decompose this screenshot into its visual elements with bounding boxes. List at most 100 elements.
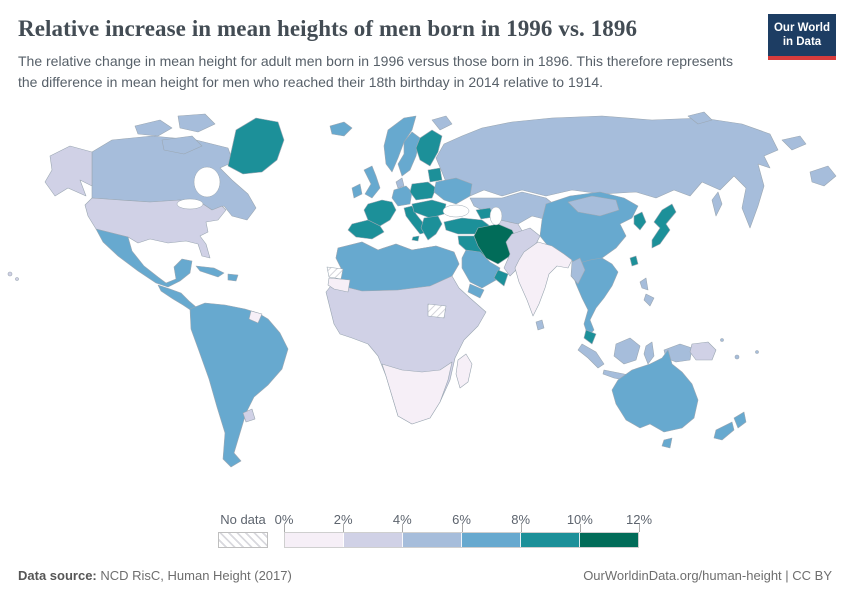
region-alaska[interactable] xyxy=(44,145,93,197)
header: Relative increase in mean heights of men… xyxy=(18,16,750,93)
region-sweden[interactable] xyxy=(397,131,421,177)
legend-tick-label: 10% xyxy=(566,512,593,527)
hudson-bay xyxy=(193,166,221,198)
legend-bin-2-4%[interactable] xyxy=(344,533,403,547)
region-arctic-russia[interactable] xyxy=(687,111,807,151)
region-norway[interactable] xyxy=(383,115,417,173)
data-source: Data source: NCD RisC, Human Height (201… xyxy=(18,568,292,583)
region-pacific-islands[interactable] xyxy=(720,338,759,360)
region-baltics[interactable] xyxy=(427,167,443,183)
world-map xyxy=(7,111,837,468)
owid-logo-line1: Our World xyxy=(773,22,830,34)
region-balkans[interactable] xyxy=(420,215,443,241)
region-ireland[interactable] xyxy=(351,183,363,199)
region-russia[interactable] xyxy=(435,115,779,229)
region-western-sahara[interactable] xyxy=(326,266,344,280)
region-tasmania[interactable] xyxy=(661,437,673,449)
region-germany[interactable] xyxy=(391,185,413,207)
region-finland[interactable] xyxy=(415,129,443,167)
region-uk[interactable] xyxy=(363,165,381,199)
data-source-value: NCD RisC, Human Height (2017) xyxy=(96,568,292,583)
legend-tick-line xyxy=(461,524,463,532)
region-indochina[interactable] xyxy=(571,257,619,337)
region-south-sudan[interactable] xyxy=(427,303,447,319)
region-malaysia[interactable] xyxy=(583,329,597,345)
no-data-label: No data xyxy=(220,512,266,527)
legend-tick-label: 4% xyxy=(392,512,412,527)
region-oman[interactable] xyxy=(493,269,509,287)
region-france[interactable] xyxy=(363,199,397,227)
legend-bin-0-2%[interactable] xyxy=(285,533,344,547)
great-lakes xyxy=(176,198,204,210)
region-hispaniola[interactable] xyxy=(227,273,239,282)
region-australia[interactable] xyxy=(611,349,699,433)
region-chukotka[interactable] xyxy=(809,165,837,187)
region-poland[interactable] xyxy=(409,181,437,201)
region-svalbard[interactable] xyxy=(431,115,453,131)
legend-tick-label: 6% xyxy=(452,512,471,527)
region-mexico[interactable] xyxy=(95,228,193,288)
region-sakhalin[interactable] xyxy=(711,191,723,217)
region-new-zealand[interactable] xyxy=(713,411,747,441)
region-philippines[interactable] xyxy=(639,277,655,307)
region-cuba[interactable] xyxy=(195,265,225,278)
legend-tick-label: 2% xyxy=(333,512,353,527)
no-data-swatch[interactable] xyxy=(218,532,268,548)
region-sulawesi[interactable] xyxy=(643,341,655,365)
legend-tick-label: 12% xyxy=(625,512,653,527)
caspian-sea xyxy=(489,206,503,226)
legend-ticks: 0% 2% 4% 6% 8% 10% 12% xyxy=(275,512,652,532)
black-sea xyxy=(442,204,470,218)
region-usa[interactable] xyxy=(84,197,227,259)
region-mongolia[interactable] xyxy=(567,195,620,217)
legend-bar-wrap: 0% 2% 4% 6% 8% 10% 12% xyxy=(275,512,652,548)
legend-tick-label: 0% xyxy=(274,512,294,527)
legend-bin-10-12%[interactable] xyxy=(580,533,638,547)
legend-tick-line xyxy=(520,524,522,532)
legend-bin-8-10%[interactable] xyxy=(521,533,580,547)
page-title: Relative increase in mean heights of men… xyxy=(18,16,638,41)
region-papua-new-guinea[interactable] xyxy=(689,341,717,361)
region-spain[interactable] xyxy=(347,219,385,240)
region-uruguay[interactable] xyxy=(242,408,256,423)
legend-bar xyxy=(284,532,639,548)
legend-no-data: No data xyxy=(218,512,268,548)
data-source-label: Data source: xyxy=(18,568,97,583)
region-madagascar[interactable] xyxy=(455,353,473,389)
region-greenland[interactable] xyxy=(227,117,285,175)
region-borneo[interactable] xyxy=(613,337,641,365)
region-ukraine[interactable] xyxy=(433,177,473,205)
owid-logo-accent-bar xyxy=(768,55,836,60)
legend-tick-line xyxy=(402,524,404,532)
legend-bin-6-8%[interactable] xyxy=(462,533,521,547)
region-guyana[interactable] xyxy=(248,310,263,324)
owid-logo-line2: in Data xyxy=(782,36,822,49)
region-mauritania[interactable] xyxy=(327,277,351,293)
region-korea[interactable] xyxy=(633,211,647,231)
region-taiwan[interactable] xyxy=(629,255,639,267)
region-sri-lanka[interactable] xyxy=(535,319,545,331)
region-central-europe[interactable] xyxy=(411,199,447,219)
region-iceland[interactable] xyxy=(329,121,353,137)
region-yemen[interactable] xyxy=(467,283,485,299)
legend-tick-line xyxy=(343,524,345,532)
region-denmark[interactable] xyxy=(395,177,405,189)
region-sumatra[interactable] xyxy=(577,343,605,369)
legend-bin-4-6%[interactable] xyxy=(403,533,462,547)
footer-link[interactable]: OurWorldinData.org/human-height | CC BY xyxy=(583,568,832,583)
region-myanmar[interactable] xyxy=(570,257,586,285)
region-iran[interactable] xyxy=(473,223,519,265)
region-southern-africa[interactable] xyxy=(381,361,453,425)
legend-tick-line xyxy=(284,524,285,532)
region-hawaii[interactable] xyxy=(7,271,19,281)
region-japan[interactable] xyxy=(651,203,677,249)
region-india[interactable] xyxy=(514,241,573,317)
legend-tick-line xyxy=(579,524,581,532)
region-arctic-islands[interactable] xyxy=(134,113,216,155)
region-saudi-arabia[interactable] xyxy=(461,249,501,289)
owid-logo[interactable]: Our World in Data xyxy=(768,14,836,60)
region-central-america[interactable] xyxy=(157,284,197,312)
region-south-america[interactable] xyxy=(189,302,289,468)
chart-subtitle: The relative change in mean height for a… xyxy=(18,53,733,90)
